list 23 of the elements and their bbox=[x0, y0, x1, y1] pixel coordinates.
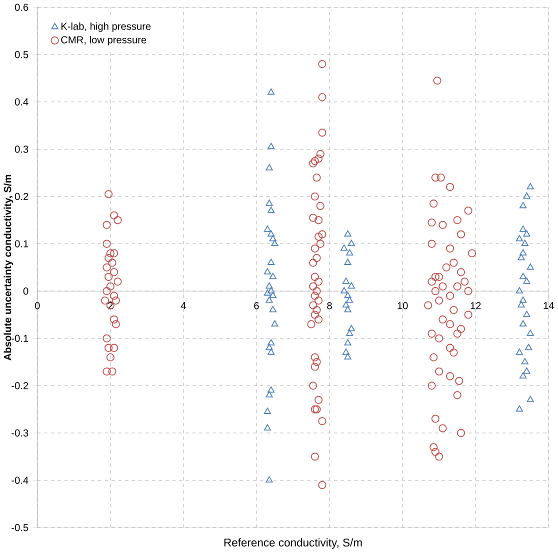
y-tick-label: 0.1 bbox=[14, 240, 28, 248]
x-tick-label: 12 bbox=[470, 302, 481, 310]
x-tick-label: 4 bbox=[180, 302, 186, 310]
y-tick-label: 0.2 bbox=[14, 193, 28, 200]
y-tick-label: -0.1 bbox=[12, 335, 28, 342]
x-tick-label: 14 bbox=[544, 302, 554, 310]
x-tick-label: 0 bbox=[34, 302, 40, 310]
y-tick-label: -0.5 bbox=[12, 524, 28, 532]
legend-label: K-lab, high pressure bbox=[61, 22, 151, 32]
y-tick-label: 0.4 bbox=[14, 98, 28, 106]
x-axis-title: Reference conductivity, S/m bbox=[224, 538, 362, 549]
y-tick-label: 0.5 bbox=[14, 51, 28, 58]
y-tick-label: -0.2 bbox=[12, 382, 28, 390]
legend-label: CMR, low pressure bbox=[61, 36, 146, 46]
x-tick-label: 8 bbox=[327, 302, 332, 310]
y-tick-label: 0 bbox=[23, 288, 28, 295]
x-tick-label: 6 bbox=[254, 302, 259, 310]
y-axis-title: Absolute uncertainty conductivity, S/m bbox=[4, 175, 14, 361]
y-tick-label: -0.3 bbox=[12, 430, 28, 437]
x-tick-label: 10 bbox=[398, 302, 408, 310]
y-tick-label: -0.4 bbox=[12, 476, 28, 484]
y-tick-label: 0.6 bbox=[14, 4, 28, 12]
y-tick-label: 0.3 bbox=[14, 146, 28, 154]
